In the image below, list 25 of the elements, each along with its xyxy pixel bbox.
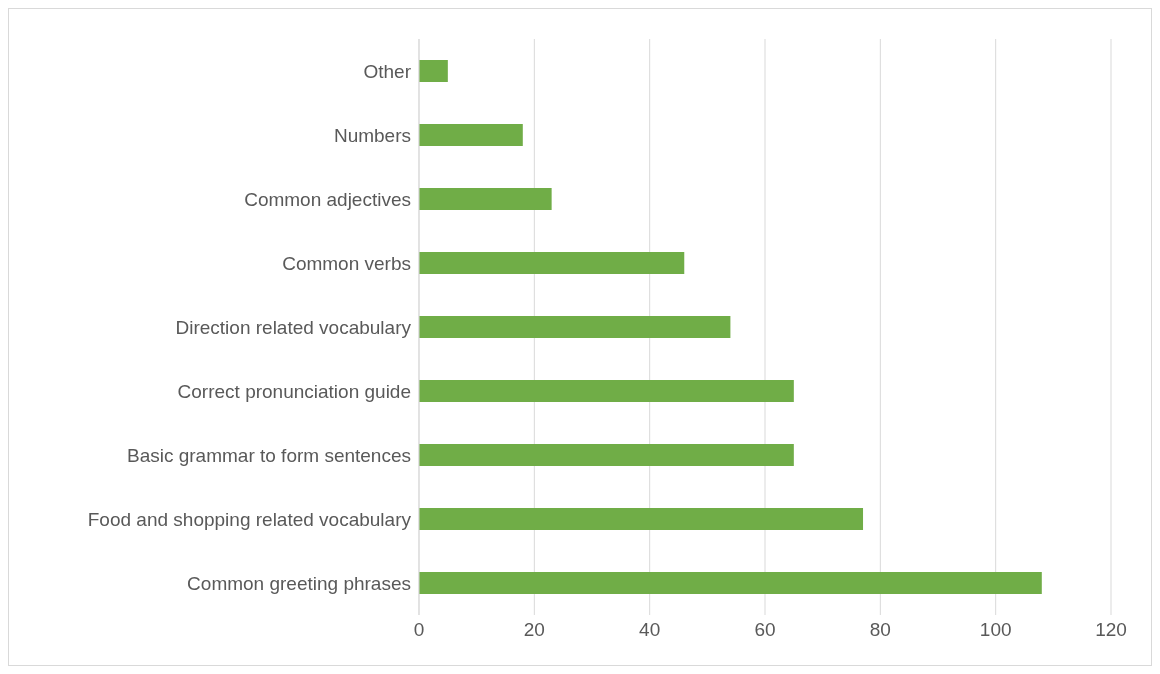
y-tick-label: Other [363,60,412,82]
x-tick-label: 100 [979,619,1012,641]
y-tick-label: Common greeting phrases [187,572,411,594]
y-tick-label: Basic grammar to form sentences [126,444,411,466]
x-tick-label: 60 [754,619,776,641]
bar [419,316,731,338]
y-tick-label: Direction related vocabulary [175,316,412,338]
y-tick-label: Numbers [333,124,411,146]
y-tick-label: Common verbs [282,252,411,274]
bar [419,508,864,530]
bar [419,444,794,466]
x-tick-label: 40 [639,619,661,641]
bar [419,572,1042,594]
bar [419,188,552,210]
y-tick-label: Common adjectives [244,188,411,210]
bar [419,124,523,146]
bar [419,380,794,402]
bar [419,60,448,82]
bar [419,252,685,274]
x-tick-label: 20 [523,619,545,641]
x-tick-label: 120 [1095,619,1127,641]
x-tick-label: 80 [869,619,891,641]
y-tick-label: Correct pronunciation guide [177,380,411,402]
y-tick-label: Food and shopping related vocabulary [87,508,412,530]
x-tick-label: 0 [413,619,425,641]
